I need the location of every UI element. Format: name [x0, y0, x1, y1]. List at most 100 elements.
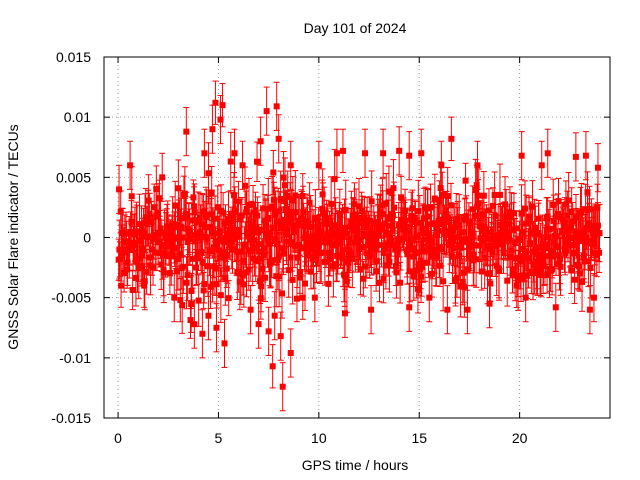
data-point — [453, 274, 460, 281]
data-point — [383, 229, 390, 236]
data-point — [448, 233, 455, 240]
data-point — [253, 225, 260, 232]
data-point — [395, 222, 402, 229]
data-point — [326, 231, 333, 238]
y-tick-label: 0.005 — [56, 169, 91, 185]
data-point — [289, 276, 296, 283]
data-point — [231, 236, 238, 243]
data-point — [368, 306, 375, 313]
data-point — [506, 209, 513, 216]
data-point — [582, 152, 589, 159]
data-point — [339, 147, 346, 154]
data-point — [251, 244, 258, 251]
data-point — [214, 204, 221, 211]
data-point — [474, 162, 481, 169]
data-point — [393, 269, 400, 276]
data-point — [226, 230, 233, 237]
data-point — [274, 257, 281, 264]
data-point — [248, 224, 255, 231]
data-point — [207, 224, 214, 231]
data-point — [552, 304, 559, 311]
data-point — [391, 204, 398, 211]
data-point — [256, 277, 263, 284]
data-point — [423, 236, 430, 243]
data-point — [550, 217, 557, 224]
data-point — [208, 211, 215, 218]
data-point — [538, 162, 545, 169]
data-point — [381, 220, 388, 227]
data-point — [583, 235, 590, 242]
data-point — [193, 234, 200, 241]
data-point — [435, 227, 442, 234]
data-point — [588, 240, 595, 247]
data-point — [322, 239, 329, 246]
data-point — [275, 253, 282, 260]
data-point — [140, 230, 147, 237]
data-point — [223, 265, 230, 272]
data-point — [272, 212, 279, 219]
data-point — [221, 238, 228, 245]
data-point — [474, 203, 481, 210]
data-point — [201, 223, 208, 230]
data-point — [188, 287, 195, 294]
data-point — [213, 324, 220, 331]
data-point — [321, 258, 328, 265]
data-point — [336, 211, 343, 218]
data-point — [540, 262, 547, 269]
data-point — [492, 243, 499, 250]
data-point — [404, 251, 411, 258]
data-point — [269, 203, 276, 210]
x-tick-label: 0 — [114, 430, 122, 446]
data-point — [222, 220, 229, 227]
data-point — [171, 244, 178, 251]
data-point — [137, 237, 144, 244]
data-point — [451, 244, 458, 251]
data-point — [465, 218, 472, 225]
axis-ticks — [104, 56, 610, 419]
data-point — [579, 230, 586, 237]
data-point — [462, 177, 469, 184]
data-point — [291, 242, 298, 249]
x-tick-label: 10 — [311, 430, 327, 446]
data-point — [183, 279, 190, 286]
data-point — [132, 274, 139, 281]
data-point — [419, 248, 426, 255]
y-tick-label: -0.015 — [51, 410, 91, 426]
data-point — [215, 237, 222, 244]
data-point — [307, 223, 314, 230]
data-point — [358, 214, 365, 221]
data-point — [319, 191, 326, 198]
data-point — [562, 201, 569, 208]
data-point — [118, 282, 125, 289]
data-point — [383, 200, 390, 207]
tick-labels: 0 5 10 15 20 -0.015 -0.01 -0.005 0 0.005 0.01 0.015 — [51, 49, 527, 446]
data-point — [260, 251, 267, 258]
data-point — [426, 294, 433, 301]
data-point — [217, 116, 224, 123]
data-point — [408, 213, 415, 220]
data-point — [551, 239, 558, 246]
data-point — [250, 201, 257, 208]
data-point — [271, 237, 278, 244]
data-point — [195, 219, 202, 226]
data-point — [163, 230, 170, 237]
data-point — [327, 255, 334, 262]
data-point — [502, 201, 509, 208]
data-point — [385, 253, 392, 260]
data-point — [594, 222, 601, 229]
data-point — [356, 236, 363, 243]
data-point — [227, 226, 234, 233]
data-point — [461, 283, 468, 290]
data-point — [457, 283, 464, 290]
data-point — [159, 250, 166, 257]
data-point — [535, 215, 542, 222]
data-point — [346, 253, 353, 260]
data-point — [166, 270, 173, 277]
data-point — [296, 222, 303, 229]
data-point — [160, 269, 167, 276]
x-axis-label: GPS time / hours — [302, 457, 409, 473]
data-point — [296, 274, 303, 281]
data-point — [557, 255, 564, 262]
data-point — [585, 258, 592, 265]
data-point — [572, 228, 579, 235]
